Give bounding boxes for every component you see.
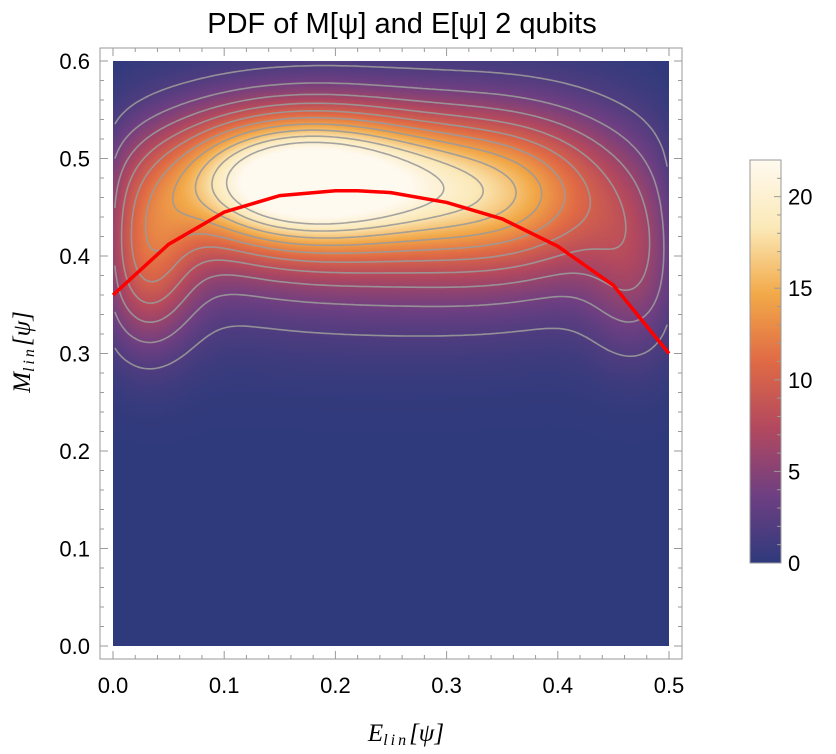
x-axis-label-sub: lin [383, 732, 409, 749]
x-tick-label: 0.1 [209, 673, 240, 698]
x-axis-label: Elin[ψ] [367, 720, 444, 749]
y-axis-label-base: M [9, 371, 36, 394]
y-axis-label-arg: [ψ] [9, 311, 36, 346]
y-tick-labels: 0.0 0.1 0.2 0.3 0.4 0.5 0.6 [59, 49, 90, 659]
contour-level-20 [225, 141, 445, 225]
x-tick-label: 0.3 [431, 673, 462, 698]
contour-level-2 [114, 64, 668, 370]
contour-level-8 [120, 102, 627, 304]
colorbar-tick-label: 0 [788, 551, 800, 576]
colorbar: 0 5 10 15 20 [749, 159, 812, 576]
contour-level-10 [130, 110, 592, 283]
plot-area [99, 47, 683, 660]
x-tick-label: 0.0 [98, 673, 129, 698]
y-tick-label: 0.2 [59, 439, 90, 464]
colorbar-tick-label: 10 [788, 368, 812, 393]
chart-title: PDF of M[ψ] and E[ψ] 2 qubits [207, 8, 597, 40]
x-tick-labels: 0.0 0.1 0.2 0.3 0.4 0.5 [98, 673, 685, 698]
contour-level-4 [114, 82, 665, 344]
y-axis-label-sub: lin [21, 346, 38, 372]
y-tick-label: 0.5 [59, 147, 90, 172]
x-tick-label: 0.5 [654, 673, 685, 698]
colorbar-tick-label: 15 [788, 276, 812, 301]
heatmap [113, 61, 669, 646]
y-axis-label: Mlin[ψ] [9, 311, 38, 394]
x-axis-label-arg: [ψ] [409, 720, 444, 747]
y-tick-label: 0.3 [59, 342, 90, 367]
contour-level-14 [171, 123, 543, 247]
contour-level-18 [211, 135, 485, 232]
y-tick-label: 0.0 [59, 634, 90, 659]
axis-ticks [100, 48, 682, 659]
y-tick-label: 0.1 [59, 537, 90, 562]
x-tick-label: 0.2 [320, 673, 351, 698]
bound-curve [111, 188, 671, 355]
colorbar-ticks: 0 5 10 15 20 [774, 177, 812, 576]
x-axis-label-base: E [367, 720, 383, 747]
colorbar-gradient [749, 159, 782, 564]
x-tick-label: 0.4 [543, 673, 574, 698]
colorbar-tick-label: 5 [788, 459, 800, 484]
y-tick-label: 0.4 [59, 244, 90, 269]
colorbar-tick-label: 20 [788, 185, 812, 210]
y-tick-label: 0.6 [59, 49, 90, 74]
